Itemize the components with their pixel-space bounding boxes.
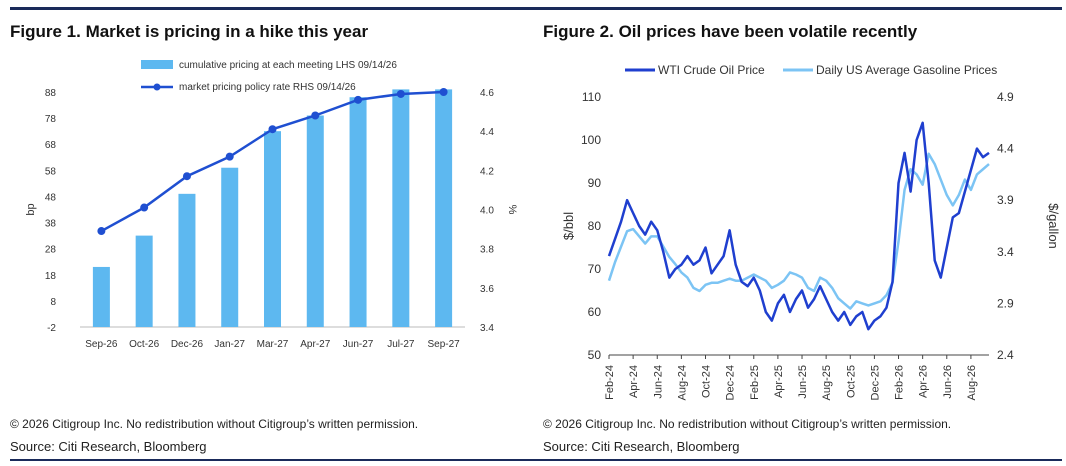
- y-right-tick-label: 3.4: [997, 245, 1014, 259]
- legend-swatch-bar: [141, 60, 173, 69]
- bar: [135, 235, 153, 327]
- x-tick-label: Apr-27: [300, 339, 330, 350]
- line-point: [268, 125, 277, 134]
- bar: [92, 266, 110, 327]
- figure-2-source: Source: Citi Research, Bloomberg: [543, 439, 740, 454]
- bar: [392, 89, 410, 327]
- y-right-tick-label: 2.4: [997, 348, 1014, 362]
- x-tick-label: Apr-24: [628, 365, 640, 398]
- series-line-gasoline: [607, 152, 990, 310]
- figure-1-title: Figure 1. Market is pricing in a hike th…: [10, 22, 369, 41]
- y-left-tick-label: 18: [45, 271, 57, 282]
- line-point: [97, 227, 106, 236]
- x-tick-label: Dec-24: [725, 365, 737, 400]
- x-tick-label: Oct-26: [129, 339, 159, 350]
- legend-label-gasoline: Daily US Average Gasoline Prices: [816, 63, 997, 77]
- figure-1-chart: cumulative pricing at each meeting LHS 0…: [25, 60, 518, 350]
- figure-2-panel: Figure 2. Oil prices have been volatile …: [543, 0, 1066, 466]
- x-tick-label: Oct-25: [845, 365, 857, 398]
- y-left-tick-label: 88: [45, 88, 57, 99]
- y-right-tick-label: 2.9: [997, 296, 1014, 310]
- x-tick-label: Jun-27: [343, 339, 374, 350]
- y-left-tick-label: 28: [45, 245, 57, 256]
- x-tick-label: Feb-26: [894, 365, 906, 400]
- line-point: [311, 111, 320, 120]
- figure-2-chart: WTI Crude Oil Price Daily US Average Gaso…: [561, 63, 1061, 400]
- x-tick-label: Sep-26: [85, 339, 118, 350]
- y-right-axis-title: %: [506, 205, 518, 215]
- x-tick-label: Jan-27: [214, 339, 245, 350]
- x-tick-label: Sep-27: [427, 339, 460, 350]
- y-left-tick-label: 50: [588, 348, 602, 362]
- figure-1-panel: Figure 1. Market is pricing in a hike th…: [10, 0, 532, 466]
- figure-1-source: Source: Citi Research, Bloomberg: [10, 439, 207, 454]
- y-right-tick-label: 3.4: [480, 323, 494, 334]
- y-left-axis-title: bp: [25, 203, 37, 215]
- y-left-tick-label: 78: [45, 114, 57, 125]
- bar: [435, 89, 453, 327]
- y-right-tick-label: 3.6: [480, 284, 494, 295]
- figure-2-title: Figure 2. Oil prices have been volatile …: [543, 22, 918, 41]
- line-point: [354, 95, 363, 104]
- bar: [221, 167, 239, 327]
- y-left-tick-label: 110: [582, 90, 601, 104]
- bottom-rule: [10, 459, 1062, 461]
- x-tick-label: Feb-25: [749, 365, 761, 400]
- legend-label-wti: WTI Crude Oil Price: [658, 63, 765, 77]
- bar: [178, 193, 196, 327]
- y-left-tick-label: 58: [45, 166, 57, 177]
- x-tick-label: Apr-26: [918, 365, 930, 398]
- y-left-tick-label: 60: [588, 305, 602, 319]
- bar: [349, 97, 367, 327]
- figure-1-copyright: © 2026 Citigroup Inc. No redistribution …: [10, 417, 419, 431]
- x-tick-label: Jul-27: [387, 339, 415, 350]
- legend-label-line: market pricing policy rate RHS 09/14/26: [179, 82, 356, 93]
- legend-marker-line: [153, 83, 161, 91]
- x-tick-label: Dec-25: [869, 365, 881, 400]
- line-point: [396, 89, 405, 98]
- line-point: [140, 203, 149, 212]
- y-right-tick-label: 4.4: [997, 142, 1014, 156]
- line-point: [439, 88, 448, 96]
- y-right-axis-title: $/gallon: [1046, 203, 1061, 249]
- y-right-tick-label: 4.6: [480, 88, 494, 99]
- series-line-wti: [607, 121, 990, 331]
- y-left-tick-label: 80: [588, 219, 602, 233]
- x-tick-label: Jun-25: [797, 365, 809, 399]
- bar: [264, 131, 281, 327]
- x-tick-label: Feb-24: [604, 365, 616, 400]
- y-right-tick-label: 3.8: [480, 245, 494, 256]
- y-right-tick-label: 3.9: [997, 193, 1014, 207]
- x-tick-label: Aug-26: [966, 365, 978, 400]
- line-point: [182, 172, 191, 181]
- x-tick-label: Apr-25: [773, 365, 785, 398]
- y-left-tick-label: 90: [588, 176, 602, 190]
- y-left-tick-label: 100: [581, 133, 601, 147]
- y-left-tick-label: 38: [45, 219, 57, 230]
- x-tick-label: Dec-26: [171, 339, 204, 350]
- x-tick-label: Jun-24: [652, 365, 664, 399]
- y-right-tick-label: 4.4: [480, 127, 494, 138]
- y-left-axis-title: $/bbl: [561, 212, 576, 240]
- line-point: [225, 152, 234, 161]
- x-tick-label: Jun-26: [942, 365, 954, 399]
- x-tick-label: Oct-24: [701, 365, 713, 398]
- y-right-tick-label: 4.2: [480, 166, 494, 177]
- y-left-tick-label: 8: [50, 297, 56, 308]
- y-left-tick-label: -2: [47, 323, 56, 334]
- top-rule: [10, 7, 1062, 10]
- legend-label-bar: cumulative pricing at each meeting LHS 0…: [179, 60, 397, 71]
- x-tick-label: Aug-25: [821, 365, 833, 400]
- x-tick-label: Mar-27: [257, 339, 289, 350]
- y-left-tick-label: 48: [45, 192, 57, 203]
- y-left-tick-label: 68: [45, 140, 57, 151]
- y-left-tick-label: 70: [588, 262, 602, 276]
- y-right-tick-label: 4.0: [480, 206, 494, 217]
- x-tick-label: Aug-24: [676, 365, 688, 400]
- bar: [306, 115, 324, 327]
- y-right-tick-label: 4.9: [997, 90, 1014, 104]
- figure-2-copyright: © 2026 Citigroup Inc. No redistribution …: [543, 417, 952, 431]
